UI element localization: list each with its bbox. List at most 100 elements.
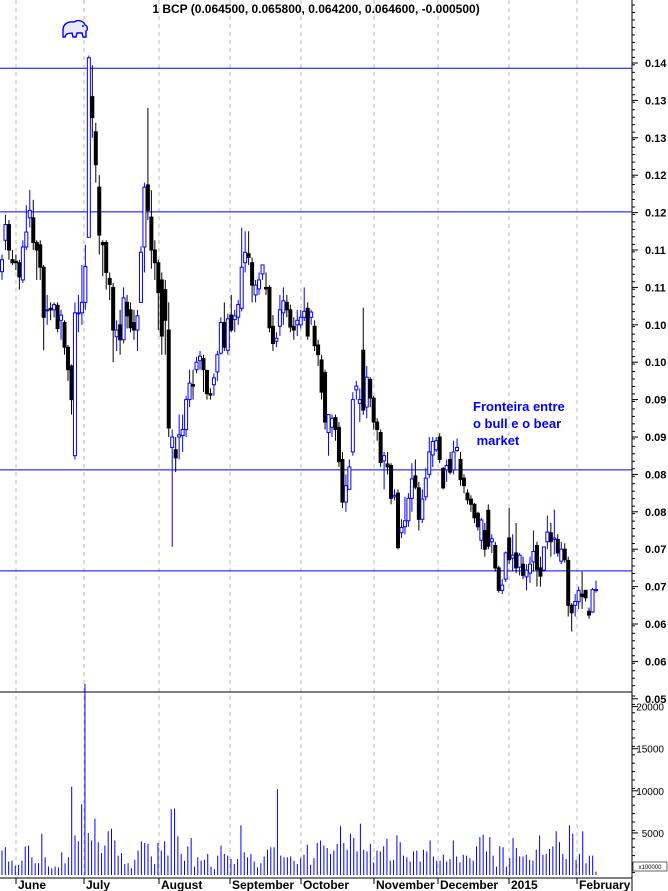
candle bbox=[62, 320, 67, 355]
candle bbox=[222, 302, 227, 351]
candle-body bbox=[10, 259, 15, 264]
candle-body bbox=[545, 531, 550, 543]
candle-body bbox=[31, 217, 36, 244]
candle-body bbox=[521, 563, 526, 576]
candle-body bbox=[524, 569, 529, 578]
candle-body bbox=[52, 304, 57, 311]
candle bbox=[41, 264, 46, 351]
candle bbox=[455, 438, 460, 452]
candle bbox=[198, 350, 202, 370]
candle-body bbox=[583, 589, 588, 599]
candle-body bbox=[236, 304, 241, 318]
candle-body bbox=[361, 349, 366, 411]
candle-body bbox=[541, 546, 546, 571]
candle-body bbox=[246, 253, 251, 258]
candle bbox=[503, 551, 508, 583]
candle-body bbox=[59, 314, 64, 321]
candle bbox=[399, 519, 404, 538]
candle-body bbox=[500, 584, 505, 591]
candle-body bbox=[569, 604, 574, 614]
candle bbox=[302, 287, 307, 322]
candle bbox=[493, 541, 498, 572]
candle-body bbox=[465, 492, 470, 501]
y-tick-label: 0.10 bbox=[645, 357, 666, 369]
candle-body bbox=[163, 289, 168, 321]
y-tick-label: 0.06 bbox=[645, 656, 666, 668]
candle bbox=[246, 231, 251, 265]
candle bbox=[79, 264, 84, 325]
candle-body bbox=[496, 567, 501, 591]
candle-body bbox=[69, 365, 74, 401]
candle bbox=[257, 272, 262, 295]
candle-body bbox=[267, 286, 272, 329]
candle bbox=[451, 440, 456, 475]
candle bbox=[580, 571, 585, 610]
candle bbox=[496, 565, 501, 593]
candle bbox=[38, 240, 43, 280]
y-tick-label: 0.10 bbox=[645, 320, 666, 332]
candle-body bbox=[378, 432, 383, 463]
candle-body bbox=[281, 300, 286, 314]
candle-body bbox=[399, 527, 404, 534]
candle bbox=[441, 466, 446, 490]
x-tick-label: November bbox=[376, 878, 435, 891]
y-tick-label: 0.13 bbox=[645, 133, 666, 145]
candle-body bbox=[17, 262, 22, 278]
candle-body bbox=[274, 337, 279, 342]
candle-body bbox=[104, 242, 109, 273]
candle-body bbox=[402, 520, 407, 528]
candle bbox=[55, 302, 60, 333]
candle bbox=[281, 287, 286, 325]
candle-body bbox=[587, 610, 592, 616]
candle-body bbox=[277, 309, 282, 327]
candle-body bbox=[229, 314, 234, 331]
candle bbox=[465, 489, 470, 505]
candle bbox=[274, 332, 279, 348]
candle bbox=[253, 279, 258, 303]
candle-body bbox=[430, 440, 435, 456]
candle bbox=[336, 422, 341, 467]
candle-body bbox=[20, 246, 25, 281]
candle bbox=[159, 272, 164, 355]
candle bbox=[406, 493, 411, 527]
candle bbox=[538, 556, 543, 587]
candle bbox=[104, 240, 109, 290]
candle-body bbox=[347, 466, 352, 490]
x-tick-label: July bbox=[86, 878, 110, 891]
candle bbox=[277, 294, 282, 337]
candle bbox=[100, 240, 105, 277]
candle bbox=[587, 607, 592, 619]
candle-body bbox=[354, 385, 359, 391]
x-tick-label: December bbox=[440, 878, 498, 891]
candle-body bbox=[3, 224, 8, 241]
candle-body bbox=[468, 498, 473, 505]
candle bbox=[468, 495, 473, 512]
candle bbox=[107, 272, 112, 301]
candle-body bbox=[145, 184, 150, 211]
candle-body bbox=[194, 361, 199, 371]
candle bbox=[93, 122, 98, 183]
candle-body bbox=[309, 311, 314, 318]
candle bbox=[361, 307, 366, 415]
candle-body bbox=[13, 260, 18, 264]
candle-body bbox=[489, 538, 494, 543]
candle-body bbox=[531, 550, 536, 563]
candle bbox=[66, 344, 70, 381]
candle bbox=[413, 459, 418, 490]
candle-body bbox=[444, 464, 449, 471]
candle-body bbox=[340, 458, 345, 503]
candle-body bbox=[486, 509, 491, 547]
candle bbox=[472, 502, 477, 524]
candle-body bbox=[86, 57, 91, 238]
candle bbox=[59, 309, 64, 340]
candle bbox=[83, 244, 88, 310]
y-tick-label: 0.05 bbox=[645, 694, 666, 706]
volume-tick-label: 10000 bbox=[636, 787, 664, 798]
candle bbox=[354, 380, 359, 400]
candle-body bbox=[552, 537, 557, 540]
candle bbox=[267, 285, 272, 333]
candle-body bbox=[437, 436, 442, 460]
candle bbox=[3, 214, 8, 250]
candle-body bbox=[138, 251, 143, 303]
candle bbox=[371, 395, 376, 430]
